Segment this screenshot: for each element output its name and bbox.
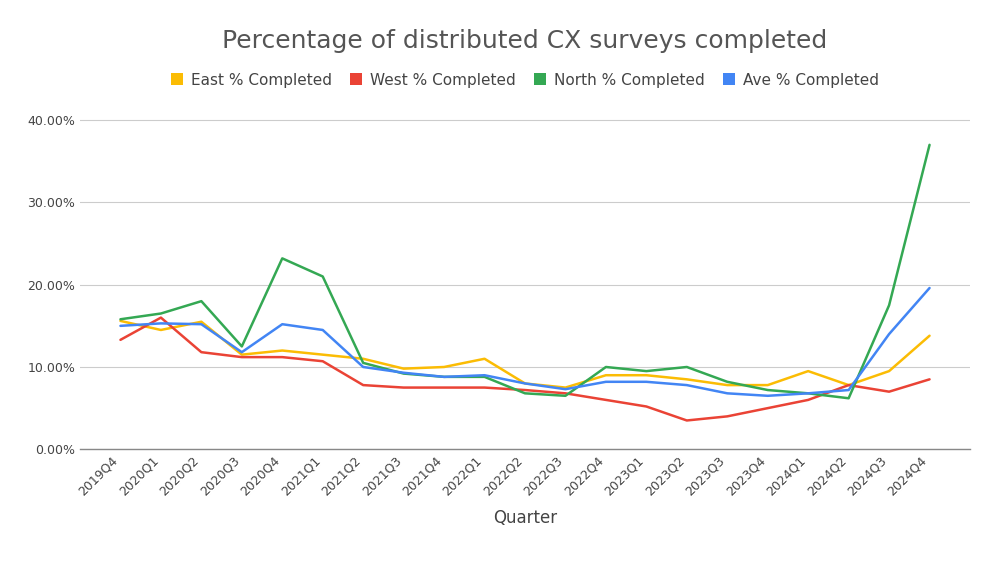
North % Completed [843, 395, 855, 401]
Line: West % Completed: West % Completed [120, 317, 930, 420]
East % Completed [317, 351, 329, 358]
East % Completed [843, 382, 855, 389]
Ave % Completed [883, 331, 895, 338]
Ave % Completed [438, 373, 450, 380]
Line: Ave % Completed: Ave % Completed [120, 288, 930, 396]
East % Completed [883, 367, 895, 374]
West % Completed [802, 396, 814, 403]
West % Completed [357, 382, 369, 389]
Ave % Completed [519, 380, 531, 387]
North % Completed [479, 373, 491, 380]
West % Completed [883, 388, 895, 395]
East % Completed [681, 376, 693, 383]
North % Completed [398, 370, 410, 377]
Ave % Completed [276, 321, 288, 328]
East % Completed [559, 384, 571, 391]
North % Completed [236, 343, 248, 350]
Ave % Completed [155, 320, 167, 327]
North % Completed [600, 363, 612, 370]
West % Completed [721, 413, 733, 420]
Legend: East % Completed, West % Completed, North % Completed, Ave % Completed: East % Completed, West % Completed, Nort… [165, 66, 885, 94]
Ave % Completed [924, 285, 936, 291]
East % Completed [398, 365, 410, 372]
North % Completed [559, 392, 571, 399]
Ave % Completed [114, 323, 126, 329]
West % Completed [195, 348, 207, 355]
East % Completed [802, 367, 814, 374]
West % Completed [155, 314, 167, 321]
West % Completed [398, 384, 410, 391]
West % Completed [843, 382, 855, 389]
North % Completed [519, 390, 531, 397]
X-axis label: Quarter: Quarter [493, 509, 557, 528]
Ave % Completed [317, 327, 329, 334]
Ave % Completed [398, 369, 410, 376]
East % Completed [114, 317, 126, 324]
West % Completed [276, 354, 288, 361]
West % Completed [681, 417, 693, 424]
East % Completed [519, 380, 531, 387]
East % Completed [357, 355, 369, 362]
East % Completed [276, 347, 288, 354]
West % Completed [114, 336, 126, 343]
East % Completed [762, 382, 774, 389]
North % Completed [721, 378, 733, 385]
North % Completed [195, 298, 207, 305]
Ave % Completed [236, 348, 248, 355]
North % Completed [438, 373, 450, 380]
North % Completed [681, 363, 693, 370]
Ave % Completed [721, 390, 733, 397]
East % Completed [479, 355, 491, 362]
Line: North % Completed: North % Completed [120, 145, 930, 398]
Title: Percentage of distributed CX surveys completed: Percentage of distributed CX surveys com… [222, 29, 828, 53]
West % Completed [317, 358, 329, 365]
West % Completed [600, 396, 612, 403]
East % Completed [155, 327, 167, 334]
North % Completed [317, 273, 329, 280]
North % Completed [155, 310, 167, 317]
East % Completed [721, 382, 733, 389]
West % Completed [640, 403, 652, 410]
North % Completed [276, 255, 288, 262]
West % Completed [438, 384, 450, 391]
Ave % Completed [843, 386, 855, 393]
East % Completed [640, 372, 652, 378]
North % Completed [924, 141, 936, 148]
West % Completed [519, 386, 531, 393]
North % Completed [802, 390, 814, 397]
Ave % Completed [479, 372, 491, 378]
Ave % Completed [681, 382, 693, 389]
Ave % Completed [195, 321, 207, 328]
Ave % Completed [600, 378, 612, 385]
Ave % Completed [559, 386, 571, 393]
North % Completed [357, 359, 369, 366]
West % Completed [924, 376, 936, 383]
West % Completed [559, 390, 571, 397]
East % Completed [236, 351, 248, 358]
East % Completed [438, 363, 450, 370]
West % Completed [236, 354, 248, 361]
East % Completed [195, 319, 207, 325]
North % Completed [883, 302, 895, 309]
Ave % Completed [802, 390, 814, 397]
Ave % Completed [762, 392, 774, 399]
Line: East % Completed: East % Completed [120, 321, 930, 388]
North % Completed [640, 367, 652, 374]
East % Completed [924, 332, 936, 339]
North % Completed [114, 316, 126, 323]
North % Completed [762, 386, 774, 393]
West % Completed [479, 384, 491, 391]
West % Completed [762, 405, 774, 412]
Ave % Completed [640, 378, 652, 385]
Ave % Completed [357, 363, 369, 370]
East % Completed [600, 372, 612, 378]
